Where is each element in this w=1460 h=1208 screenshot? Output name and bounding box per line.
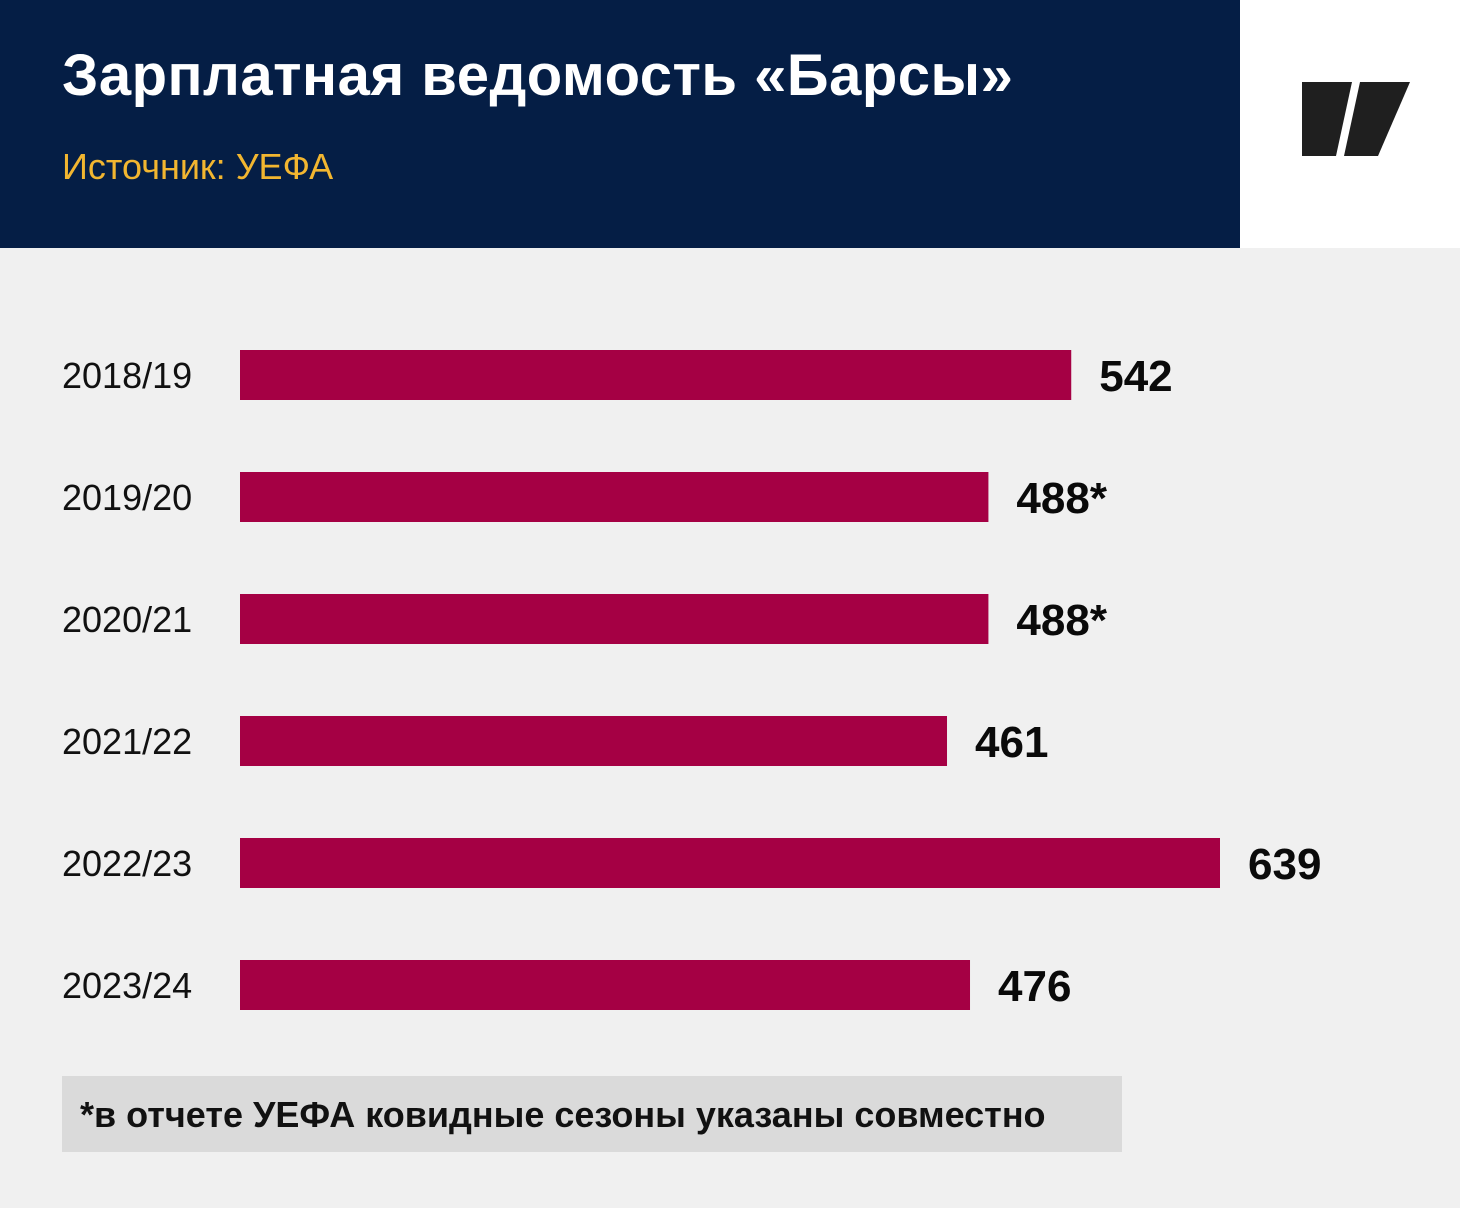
chart-header: Зарплатная ведомость «Барсы» Источник: У…: [0, 0, 1240, 248]
value-label: 461: [975, 718, 1048, 767]
bar: [240, 960, 971, 1010]
category-label: 2021/22: [62, 721, 192, 762]
footnote-box: *в отчете УЕФА ковидные сезоны указаны с…: [62, 1076, 1122, 1152]
category-label: 2018/19: [62, 355, 192, 396]
bar: [240, 838, 1220, 888]
bar: [240, 472, 989, 522]
value-label: 488*: [1016, 474, 1107, 523]
bar: [240, 594, 989, 644]
bar: [240, 716, 948, 766]
value-label: 488*: [1016, 596, 1107, 645]
chart-source: Источник: УЕФА: [62, 146, 334, 187]
category-label: 2020/21: [62, 599, 192, 640]
value-label: 542: [1099, 352, 1172, 401]
value-label: 639: [1248, 840, 1321, 889]
logo-area: [1240, 0, 1460, 248]
footnote-text: *в отчете УЕФА ковидные сезоны указаны с…: [80, 1094, 1046, 1135]
category-label: 2019/20: [62, 477, 192, 518]
category-label: 2022/23: [62, 843, 192, 884]
bar: [240, 350, 1072, 400]
category-label: 2023/24: [62, 965, 192, 1006]
value-label: 476: [998, 962, 1071, 1011]
chart-title: Зарплатная ведомость «Барсы»: [62, 43, 1014, 108]
brand-logo-icon: [1302, 82, 1410, 156]
bar-chart: 2018/19 542 2019/20 488* 2020/21 488* 2021/22 4…: [62, 350, 1321, 1011]
